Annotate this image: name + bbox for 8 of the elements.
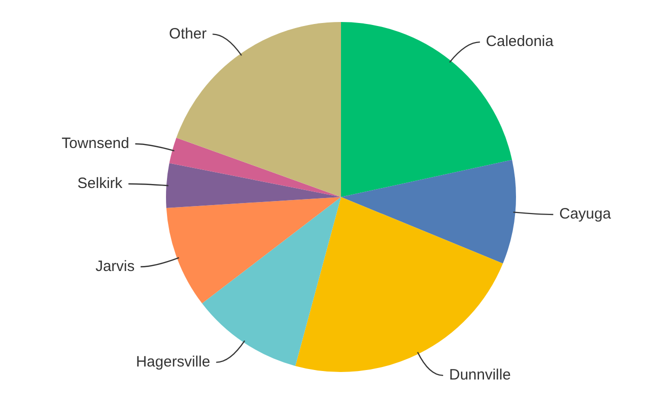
slice-label: Dunnville (449, 366, 511, 384)
slice-label: Selkirk (77, 175, 123, 192)
slice-label: Cayuga (559, 206, 612, 223)
slice-label: Other (169, 25, 207, 42)
slice-label: Caledonia (486, 33, 554, 50)
slice-label: Townsend (62, 135, 130, 152)
slice-label: Jarvis (95, 258, 135, 275)
slice-label: Hagersville (136, 353, 210, 370)
